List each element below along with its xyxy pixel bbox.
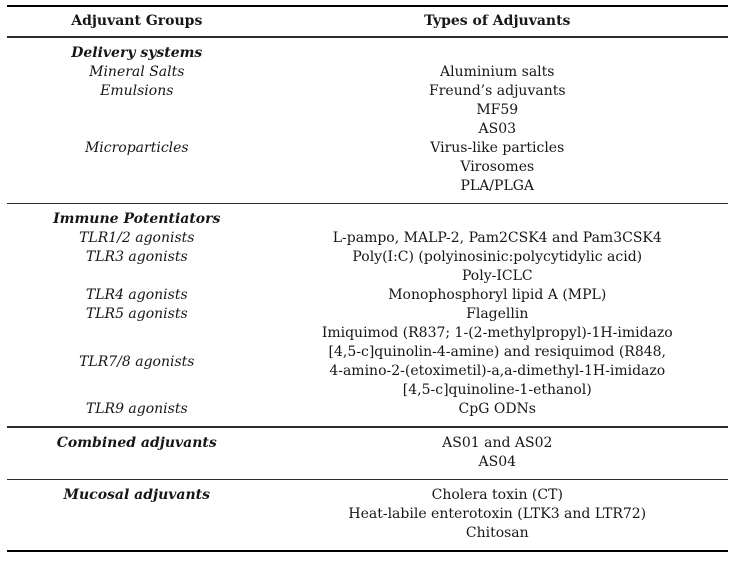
group-cell [7, 524, 267, 543]
column-header-types-of-adjuvants: Types of Adjuvants [424, 13, 571, 29]
table-header-row: Adjuvant Groups Types of Adjuvants [7, 7, 728, 36]
table-row: TLR3 agonists Poly(I:C) (polyinosinic:pol… [7, 248, 728, 267]
section-separator-rule [7, 478, 728, 480]
table-row: Poly-ICLC [7, 267, 728, 286]
table-row: Microparticles Virus-like particles [7, 139, 728, 158]
group-cell [7, 267, 267, 286]
type-line: 4-amino-2-(etoximetil)-a,a-dimethyl-1H-i… [329, 363, 666, 379]
table-row: Delivery systems [7, 44, 728, 63]
group-cell [7, 505, 267, 524]
table-row: TLR5 agonists Flagellin [7, 305, 728, 324]
group-cell: TLR7/8 agonists [79, 353, 195, 370]
table-row: TLR9 agonists CpG ODNs [7, 400, 728, 419]
type-cell: Monophosphoryl lipid A (MPL) [388, 287, 607, 303]
type-cell: AS03 [478, 120, 517, 137]
group-cell: Combined adjuvants [56, 434, 217, 451]
table-section-delivery-systems: Delivery systems Mineral Salts Aluminium s… [7, 38, 728, 203]
type-cell: Flagellin [466, 306, 529, 322]
type-cell: L-pampo, MALP-2, Pam2CSK4 and Pam3CSK4 [332, 230, 662, 246]
adjuvants-table: Adjuvant Groups Types of Adjuvants Deliv… [7, 5, 728, 552]
group-cell [7, 177, 267, 196]
type-cell: Chitosan [465, 525, 529, 541]
group-cell: TLR3 agonists [85, 249, 188, 265]
table-bottom-rule [7, 550, 728, 552]
table-row: Mucosal adjuvants Cholera toxin (CT) [7, 486, 728, 505]
table-row: TLR1/2 agonists L-pampo, MALP-2, Pam2CSK4… [7, 229, 728, 248]
table-row: MF59 [7, 101, 728, 120]
group-cell: Immune Potentiators [53, 211, 221, 227]
type-cell: MF59 [476, 101, 519, 118]
group-cell: TLR1/2 agonists [79, 230, 195, 246]
table-row: Emulsions Freund’s adjuvants [7, 82, 728, 101]
table-row: Immune Potentiators [7, 210, 728, 229]
group-cell [7, 120, 267, 139]
type-line: [4,5-c]quinoline-1-ethanol) [402, 382, 592, 398]
group-cell [7, 101, 267, 120]
type-cell: CpG ODNs [458, 401, 536, 417]
section-separator-rule [7, 426, 728, 428]
group-cell [7, 453, 267, 472]
type-cell: AS04 [478, 453, 517, 470]
group-cell [7, 158, 267, 177]
group-cell: Emulsions [100, 82, 174, 99]
table-row: AS03 [7, 120, 728, 139]
group-cell: Mineral Salts [89, 63, 185, 80]
type-cell: AS01 and AS02 [442, 434, 553, 451]
group-cell: Mucosal adjuvants [63, 487, 211, 503]
type-cell: Virosomes [460, 158, 535, 175]
type-cell: Poly-ICLC [461, 268, 533, 284]
table-row: Virosomes [7, 158, 728, 177]
type-cell: Aluminium salts [440, 63, 555, 80]
type-cell [267, 44, 728, 63]
group-cell: TLR5 agonists [85, 306, 188, 322]
group-cell: TLR9 agonists [85, 401, 188, 417]
type-cell [267, 210, 728, 229]
section-separator-rule [7, 202, 728, 204]
type-line: Imiquimod (R837; 1-(2-methylpropyl)-1H-i… [321, 325, 673, 341]
group-cell: Delivery systems [71, 44, 203, 61]
table-row: Combined adjuvants AS01 and AS02 [7, 434, 728, 453]
table-section-combined-adjuvants: Combined adjuvants AS01 and AS02 AS04 [7, 428, 728, 479]
type-cell: PLA/PLGA [460, 177, 535, 194]
table-row: Chitosan [7, 524, 728, 543]
table-top-rule [7, 5, 728, 7]
type-cell: Virus-like particles [430, 139, 565, 156]
table-row: TLR7/8 agonists Imiquimod (R837; 1-(2-met… [7, 324, 728, 400]
type-cell: Poly(I:C) (polyinosinic:polycytidylic ac… [352, 249, 643, 265]
table-row: AS04 [7, 453, 728, 472]
group-cell: Microparticles [84, 139, 189, 156]
table-row: Heat-labile enterotoxin (LTK3 and LTR72) [7, 505, 728, 524]
type-cell: Imiquimod (R837; 1-(2-methylpropyl)-1H-i… [267, 324, 728, 400]
table-body: Delivery systems Mineral Salts Aluminium s… [7, 38, 728, 551]
table-section-mucosal-adjuvants: Mucosal adjuvants Cholera toxin (CT) Heat-… [7, 480, 728, 550]
type-cell: Heat-labile enterotoxin (LTK3 and LTR72) [348, 506, 647, 522]
table-row: TLR4 agonists Monophosphoryl lipid A (MPL… [7, 286, 728, 305]
type-line: [4,5-c]quinolin-4-amine) and resiquimod … [328, 344, 666, 360]
table-row: Mineral Salts Aluminium salts [7, 63, 728, 82]
group-cell: TLR4 agonists [85, 287, 188, 303]
column-header-adjuvant-groups: Adjuvant Groups [71, 13, 203, 29]
header-separator-rule [7, 36, 728, 38]
type-cell: Freund’s adjuvants [429, 82, 566, 99]
table-section-immune-potentiators: Immune Potentiators TLR1/2 agonists L-pamp… [7, 204, 728, 426]
type-cell: Cholera toxin (CT) [431, 487, 563, 503]
table-row: PLA/PLGA [7, 177, 728, 196]
